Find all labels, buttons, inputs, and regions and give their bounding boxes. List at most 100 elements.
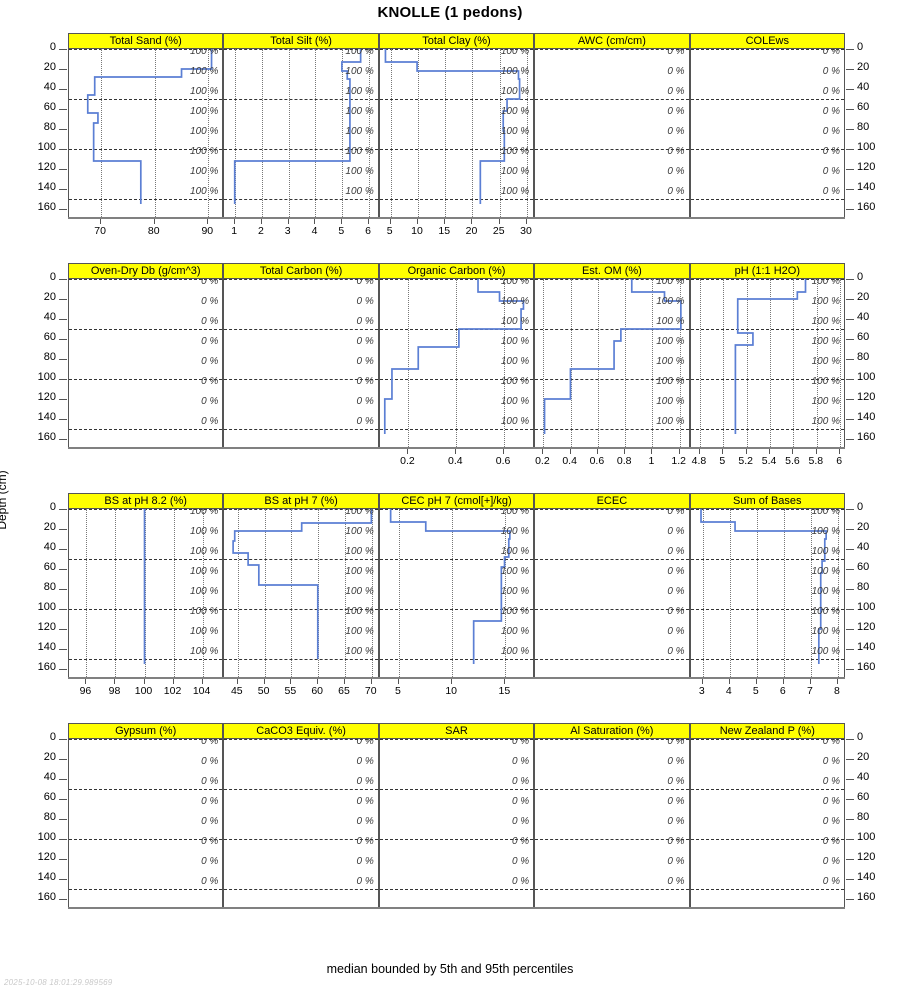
x-tick [745,449,747,454]
x-tick [368,219,370,224]
depth-tick-right [846,399,854,400]
gridline-vertical [570,279,572,447]
gridline-horizontal [224,789,378,790]
panel-plot-area: 100 % 100 % 100 % 100 % 100 % 100 % 100 % 100 % [378,49,535,217]
gridline-vertical [154,49,156,217]
x-tick-label: 5.8 [808,455,824,467]
depth-tick-left [59,799,67,800]
x-tick [114,679,116,684]
percent-annotation: 100 % [345,66,374,77]
percent-annotation: 0 % [667,66,685,77]
gridline-horizontal [690,509,844,510]
percent-annotation: 100 % [345,186,374,197]
percent-annotation: 0 % [201,396,219,407]
percent-annotation: 0 % [356,376,374,387]
chart-panel: AWC (cm/cm) 0 % 0 % 0 % 0 % 0 % 0 % 0 % 0 % [534,33,690,217]
gridline-horizontal [690,329,844,330]
depth-tick-right [846,529,854,530]
depth-tick-left [59,879,67,880]
depth-tick-label-left: 20 [43,61,56,73]
percent-annotation: 0 % [667,739,685,747]
panel-title-strip: pH (1:1 H2O) [689,263,845,279]
gridline-horizontal [379,149,534,150]
panel-title-strip: Total Clay (%) [378,33,535,49]
panel-title-strip: SAR [378,723,535,739]
depth-tick-left [59,319,67,320]
gridline-vertical [344,509,346,677]
x-tick-label: 10 [411,225,423,237]
x-tick [143,679,145,684]
percent-annotation: 0 % [822,876,840,887]
gridline-horizontal [535,609,689,610]
x-tick-label: 5 [338,225,345,237]
gridline-vertical [702,509,704,677]
depth-tick-right [846,149,854,150]
depth-tick-right [846,109,854,110]
percent-annotation: 0 % [667,49,685,57]
x-tick [153,219,155,224]
percent-annotation: 0 % [822,739,840,747]
x-tick-label: 15 [438,225,451,237]
percent-annotation: 0 % [356,796,374,807]
percent-annotation: 100 % [190,586,219,597]
x-tick [100,219,102,224]
depth-tick-label-right: 100 [857,601,876,613]
x-tick [201,679,203,684]
depth-tick-left [59,299,67,300]
depth-tick-label-right: 160 [857,431,876,443]
percent-annotation: 100 % [190,49,219,57]
depth-tick-label-right: 120 [857,161,876,173]
depth-tick-label-right: 140 [857,181,876,193]
percent-annotation: 100 % [500,606,530,617]
x-tick [839,449,841,454]
percent-annotation: 100 % [811,626,840,637]
percent-annotation: 100 % [345,586,374,597]
percent-annotation: 100 % [500,396,530,407]
gridline-horizontal [69,789,223,790]
percent-annotation: 0 % [356,739,374,747]
gridline-vertical [527,49,529,217]
percent-annotation: 0 % [667,186,685,197]
page-title: KNOLLE (1 pedons) [377,4,523,21]
depth-tick-right [846,629,854,630]
x-tick [526,219,528,224]
percent-annotation: 100 % [345,126,374,137]
x-tick-label: 10 [445,685,458,697]
depth-tick-label-right: 20 [857,521,870,533]
percent-annotation: 0 % [667,816,685,827]
gridline-horizontal [535,559,689,560]
gridline-horizontal [224,659,378,660]
x-tick-label: 30 [520,225,532,237]
gridline-horizontal [379,789,534,790]
gridline-horizontal [69,609,223,610]
render-timestamp: 2025-10-08 18:01:29.989569 [4,978,113,987]
percent-annotation: 0 % [667,796,685,807]
percent-annotation: 0 % [356,756,374,767]
x-tick [815,449,817,454]
x-tick [455,449,457,454]
percent-annotation: 100 % [190,626,219,637]
x-tick [85,679,87,684]
gridline-horizontal [224,279,378,280]
gridline-vertical [261,49,263,217]
depth-tick-left [59,189,67,190]
x-axis-line [378,447,535,449]
depth-tick-label-right: 160 [857,661,876,673]
percent-annotation: 100 % [345,526,374,537]
series-line [734,279,806,434]
x-tick [172,679,174,684]
percent-annotation: 100 % [656,296,685,307]
percent-annotation: 100 % [500,586,530,597]
percent-annotation: 0 % [822,836,840,847]
gridline-horizontal [535,329,689,330]
depth-tick-label-left: 160 [37,661,56,673]
panel-title-strip: ECEC [534,493,690,509]
depth-tick-left [59,49,67,50]
percent-annotation: 0 % [201,776,219,787]
gridline-horizontal [224,509,378,510]
depth-tick-left [59,129,67,130]
percent-annotation: 0 % [356,336,374,347]
panel-plot-area: 100 % 100 % 100 % 100 % 100 % 100 % 100 % 100 % [534,279,690,447]
x-tick-label: 0.4 [562,455,577,467]
depth-tick-label-right: 0 [857,41,864,53]
